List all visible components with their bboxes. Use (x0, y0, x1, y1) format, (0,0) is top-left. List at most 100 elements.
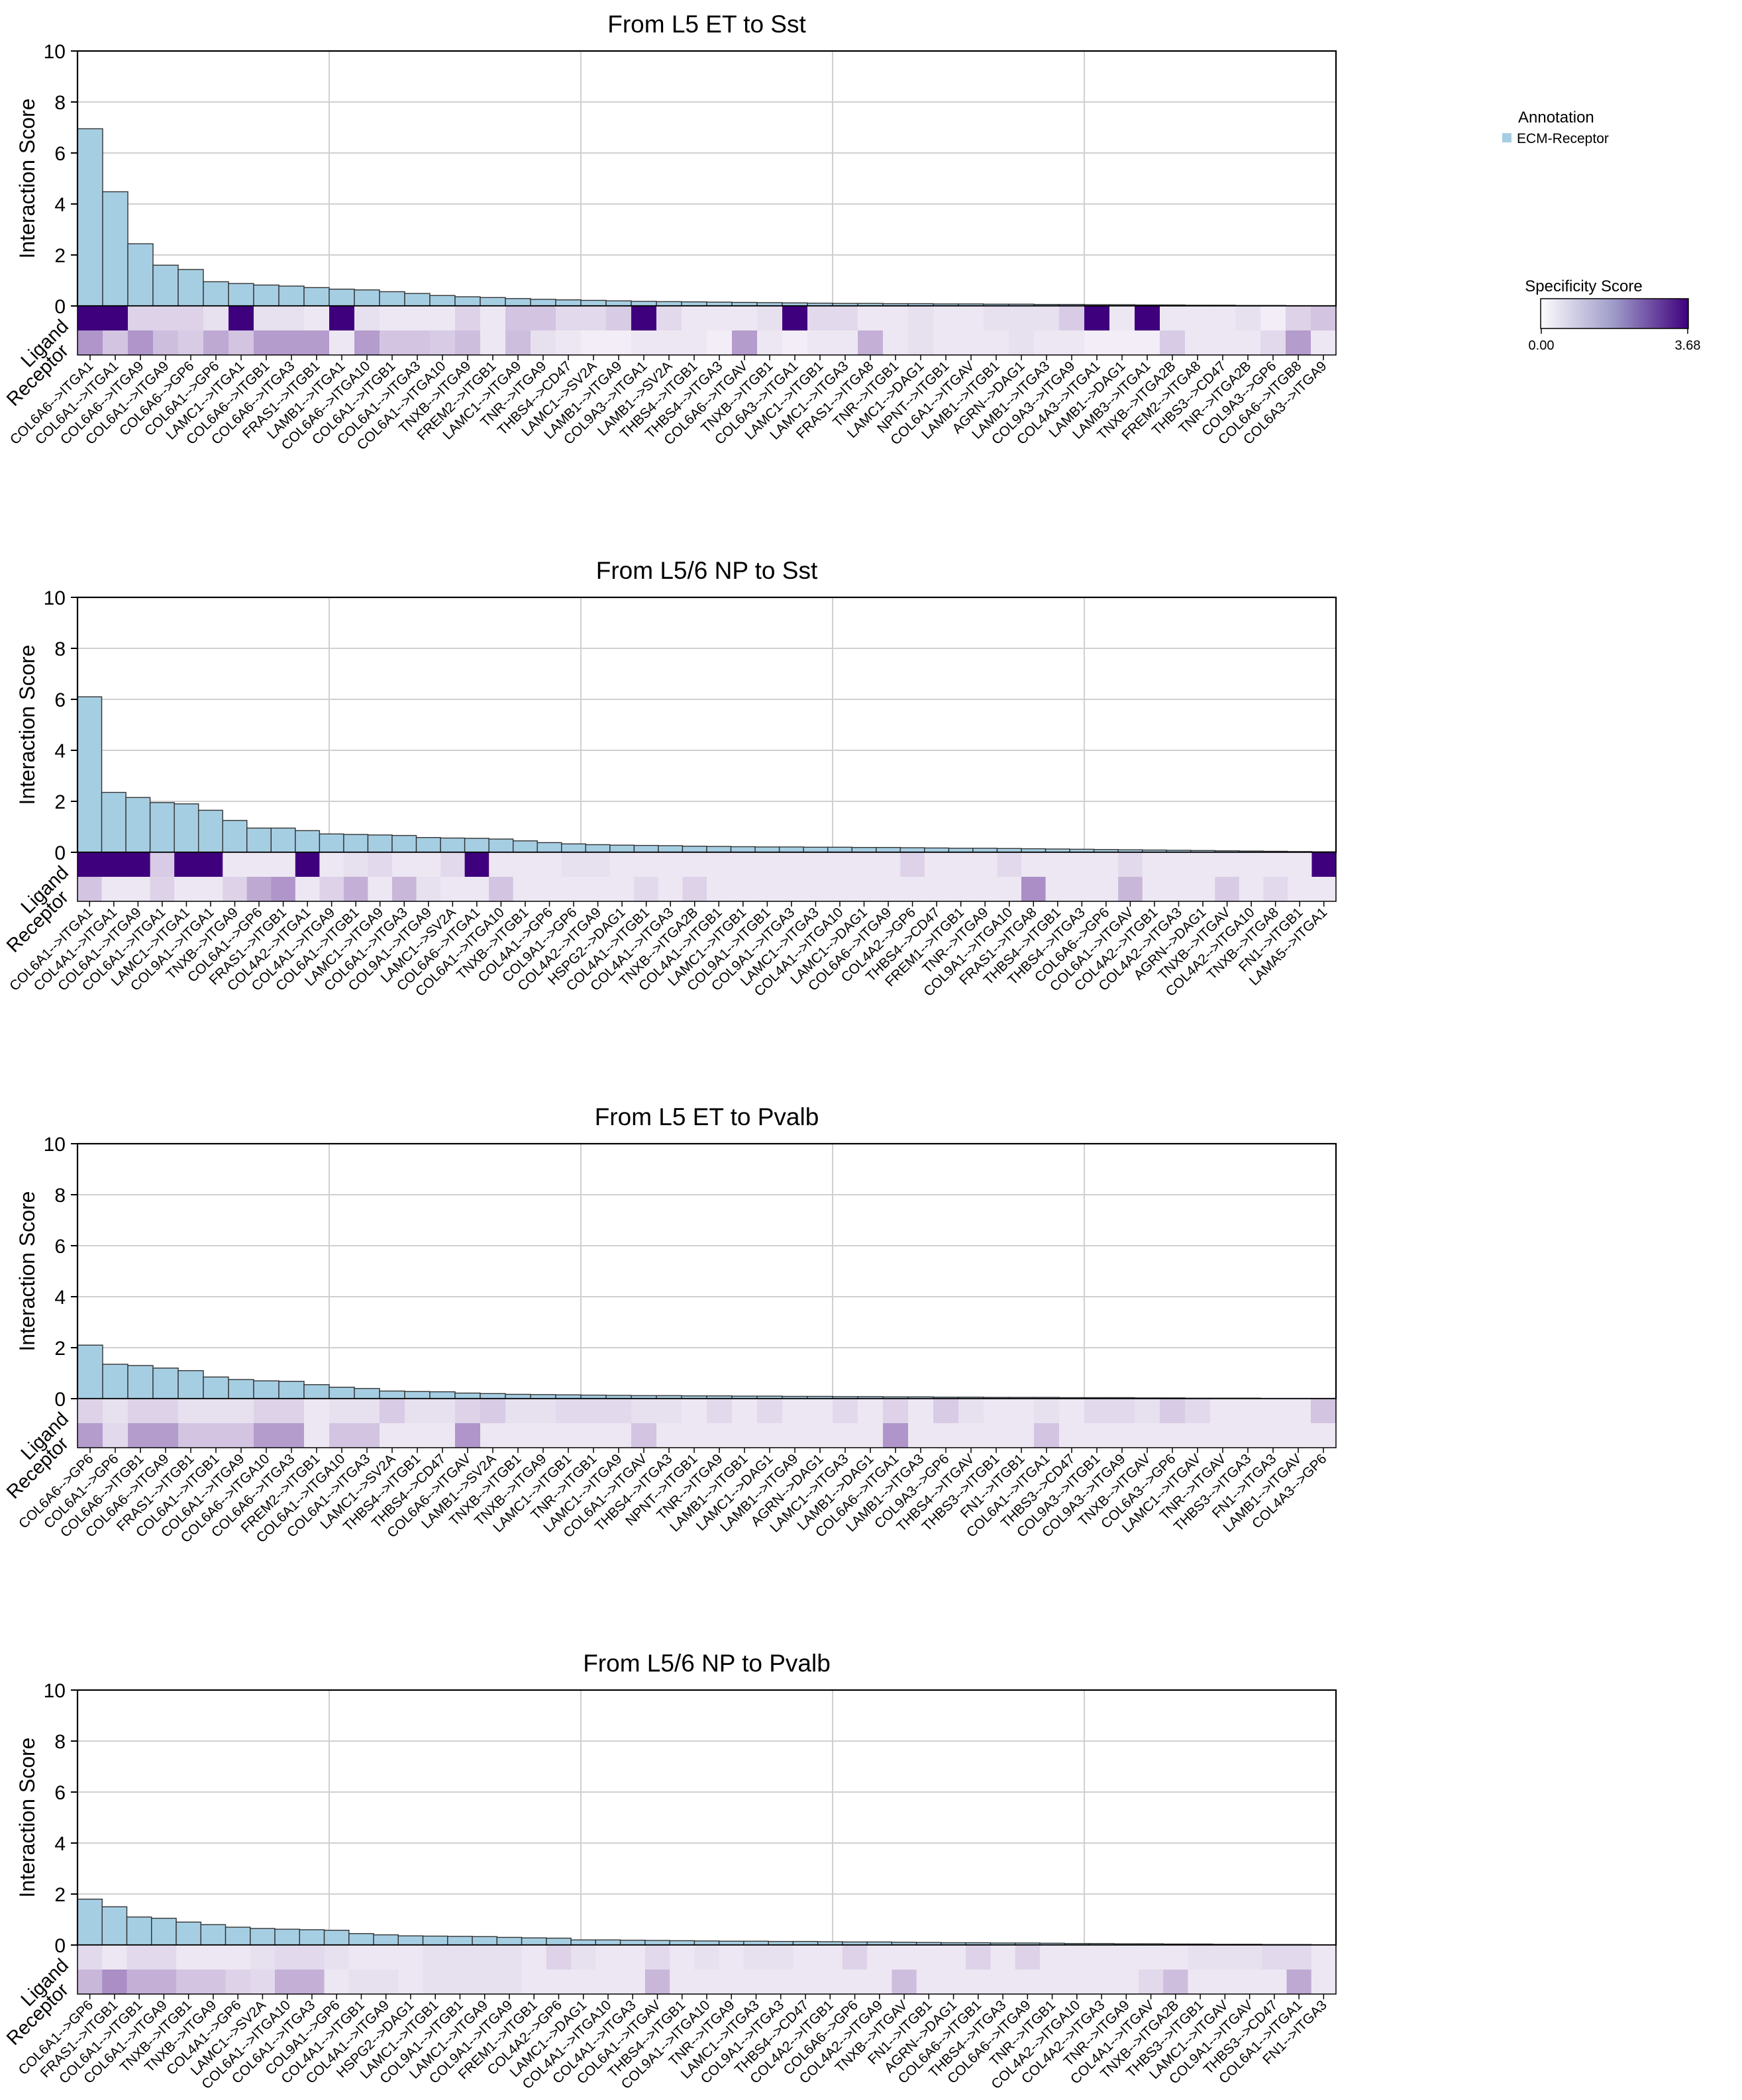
receptor-cell (464, 877, 489, 901)
ligand-cell (537, 852, 562, 877)
chart-panel: From L5 ET to Sst 0 2 4 6 8 10 Interaction Scor… (3, 11, 1337, 453)
receptor-cell (1021, 877, 1047, 901)
ligand-cell (1109, 306, 1135, 330)
y-tick-label: 8 (54, 1185, 66, 1207)
ligand-cell (556, 1399, 582, 1423)
ligand-cell (153, 1399, 179, 1423)
ligand-cell (731, 852, 756, 877)
receptor-cell (731, 877, 756, 901)
receptor-cell (416, 877, 441, 901)
receptor-cell (941, 1970, 966, 1994)
bar (77, 128, 103, 307)
y-tick-label: 2 (54, 245, 66, 267)
bar (391, 834, 417, 853)
receptor-cell (1034, 1423, 1060, 1448)
ligand-cell (595, 1945, 621, 1970)
receptor-cell (1009, 330, 1035, 355)
ligand-cell (1059, 1399, 1085, 1423)
receptor-cell (440, 877, 466, 901)
receptor-cell (128, 330, 154, 355)
ligand-cell (304, 1399, 330, 1423)
ligand-cell (77, 852, 103, 877)
bar (555, 299, 582, 307)
receptor-cell (1262, 1970, 1287, 1994)
bar (203, 281, 229, 307)
bar (126, 1916, 152, 1946)
bar (323, 1929, 350, 1946)
bar (250, 1928, 276, 1946)
ligand-cell (521, 1945, 547, 1970)
receptor-cell (948, 877, 974, 901)
ligand-cell (644, 1945, 670, 1970)
bar (274, 1928, 300, 1946)
chart-title: From L5 ET to Pvalb (595, 1103, 819, 1130)
ligand-cell (803, 852, 829, 877)
ligand-cell (354, 1399, 380, 1423)
receptor-cell (521, 1970, 547, 1994)
receptor-cell (304, 1423, 330, 1448)
receptor-cell (1109, 1423, 1135, 1448)
ligand-cell (1190, 852, 1215, 877)
receptor-cell (656, 330, 682, 355)
ligand-cell (153, 306, 179, 330)
receptor-cell (1260, 1423, 1286, 1448)
ligand-cell (1034, 1399, 1060, 1423)
receptor-cell (246, 877, 272, 901)
ligand-cell (858, 1399, 884, 1423)
ligand-cell (757, 1399, 783, 1423)
ligand-cell (852, 852, 877, 877)
bar (537, 842, 562, 853)
receptor-cell (606, 1423, 632, 1448)
receptor-cell (644, 1970, 670, 1994)
receptor-cell (732, 1423, 758, 1448)
bar (149, 802, 175, 853)
ligand-cell (513, 852, 538, 877)
receptor-cell (225, 1970, 251, 1994)
bar (595, 1939, 621, 1946)
receptor-cell (984, 330, 1009, 355)
ligand-cell (908, 306, 934, 330)
ligand-cell (1210, 306, 1236, 330)
receptor-cell (1135, 1423, 1160, 1448)
receptor-cell (102, 1970, 128, 1994)
receptor-cell (1311, 330, 1337, 355)
ligand-cell (392, 852, 417, 877)
bar (303, 287, 330, 307)
ligand-cell (782, 306, 808, 330)
chart-title: From L5 ET to Sst (607, 11, 806, 38)
ligand-cell (329, 1399, 355, 1423)
ligand-cell (531, 306, 556, 330)
ligand-cell (867, 1945, 892, 1970)
receptor-cell (1287, 877, 1312, 901)
receptor-cell (304, 330, 330, 355)
ligand-cell (1109, 1399, 1135, 1423)
ligand-cell (250, 1945, 276, 1970)
receptor-cell (1070, 877, 1095, 901)
y-tick-label: 4 (54, 1287, 66, 1309)
ligand-cell (1286, 1945, 1312, 1970)
y-tick-label: 8 (54, 1731, 66, 1753)
ligand-cell (1185, 1399, 1211, 1423)
ligand-cell (77, 1945, 103, 1970)
bar (472, 1936, 498, 1946)
ligand-cell (990, 1945, 1016, 1970)
receptor-cell (997, 877, 1022, 901)
ligand-cell (1094, 852, 1119, 877)
bar (429, 295, 456, 307)
receptor-cell (670, 1970, 695, 1994)
ligand-cell (682, 1399, 707, 1423)
bar (101, 1906, 128, 1946)
ligand-cell (176, 1945, 201, 1970)
receptor-cell (1215, 877, 1240, 901)
ligand-cell (329, 306, 355, 330)
colorbar (1540, 298, 1689, 329)
receptor-cell (250, 1970, 276, 1994)
receptor-cell (103, 1423, 128, 1448)
receptor-cell (1015, 1970, 1041, 1994)
ligand-cell (102, 1945, 128, 1970)
receptor-cell (1190, 877, 1215, 901)
bar (152, 264, 179, 307)
ligand-cell (807, 306, 833, 330)
receptor-cell (1210, 330, 1236, 355)
plot-frame (76, 1689, 1337, 1946)
